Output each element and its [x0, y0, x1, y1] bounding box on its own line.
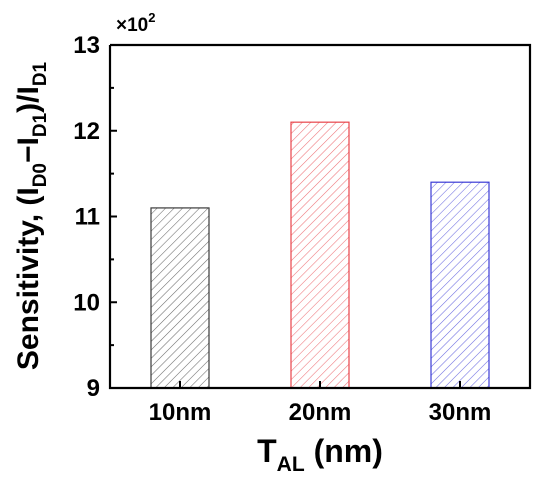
y-tick-label: 11	[75, 204, 100, 231]
x-tick-label: 10nm	[149, 399, 212, 426]
axes-frame	[108, 43, 532, 390]
y-axis-label: Sensitivity, (ID0−ID1)/ID1	[12, 61, 51, 370]
plot-area: 9 10 11 12 13 10nm 20nm 30nm	[73, 32, 532, 426]
bar-10nm	[150, 207, 210, 389]
bar-30nm	[430, 181, 490, 389]
bar-20nm	[290, 121, 350, 389]
y-tick-label: 9	[87, 375, 100, 402]
x-tick-label: 20nm	[289, 399, 352, 426]
y-multiplier: ×102	[116, 10, 155, 36]
x-axis-label: TAL (nm)	[257, 433, 383, 476]
y-tick-label: 10	[73, 289, 100, 316]
y-tick-label: 13	[73, 32, 100, 59]
x-tick-label: 30nm	[429, 399, 492, 426]
y-tick-label: 12	[73, 118, 100, 145]
